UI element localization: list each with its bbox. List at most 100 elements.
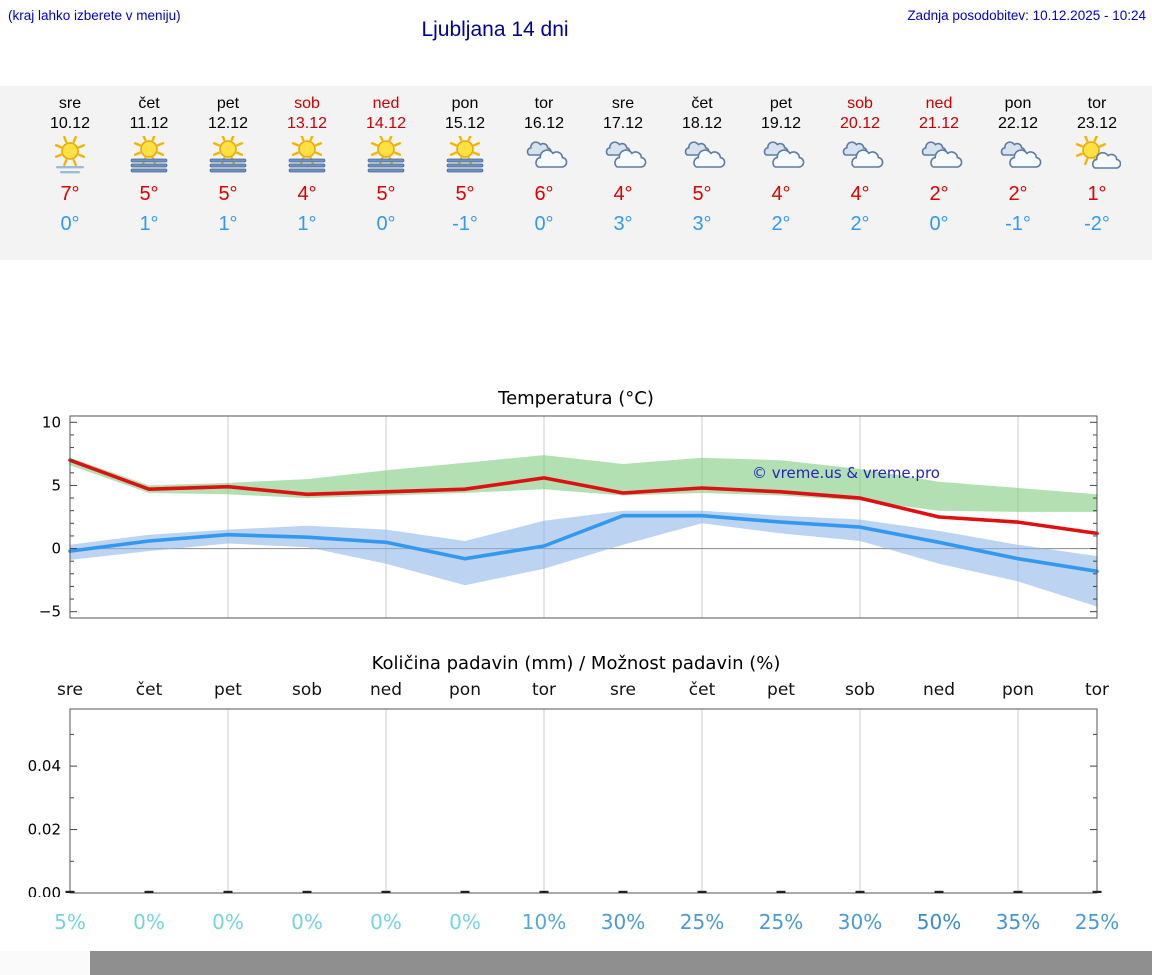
high-temp: 5° (218, 183, 238, 205)
forecast-day-column: čet 11.12 5° 1° (109, 94, 189, 236)
precip-day-label: ned (922, 680, 956, 700)
forecast-day-column: tor 23.12 1° -2° (1057, 94, 1137, 236)
day-date: 12.12 (207, 115, 249, 132)
precip-bar (618, 890, 628, 893)
day-date: 10.12 (49, 115, 91, 132)
low-temp: 0° (534, 213, 554, 235)
forecast-day-column: ned 14.12 5° 0° (346, 94, 426, 236)
low-temp: -2° (1084, 213, 1110, 235)
precip-bar (1013, 890, 1023, 893)
day-name: tor (1087, 95, 1107, 112)
fog-sun-icon (188, 133, 268, 180)
low-temp: 1° (139, 213, 159, 235)
high-temp: 1° (1087, 183, 1107, 205)
precip-bar (381, 890, 391, 893)
scrollbar-thumb[interactable] (90, 951, 1152, 975)
day-name: pet (769, 95, 793, 112)
precip-day-label: sob (844, 680, 876, 700)
day-name: sob (294, 95, 320, 112)
precip-day-label: ned (369, 680, 403, 700)
high-temp: 4° (297, 183, 317, 205)
max-range-band (70, 455, 1097, 512)
min-temp-line (68, 513, 1099, 574)
day-date: 14.12 (365, 115, 407, 132)
precip-probability: 25% (758, 910, 804, 934)
day-name: sob (847, 95, 873, 112)
low-temp: 0° (376, 213, 396, 235)
precip-day-label: čet (688, 680, 716, 700)
cloudy-icon (583, 136, 663, 180)
precip-probability: 0% (449, 910, 481, 934)
svg-text:0: 0 (51, 540, 61, 558)
precip-day-row: sre čet pet sob ned pon tor sre čet pet sob ned pon t… (0, 677, 1152, 705)
precip-day-label: tor (1084, 680, 1110, 700)
cloudy-icon (741, 136, 821, 180)
sun-haze-icon (30, 135, 110, 180)
precip-bar (934, 890, 944, 893)
day-name: pet (216, 95, 240, 112)
svg-text:−5: −5 (39, 603, 61, 621)
precip-bar (539, 890, 549, 893)
precip-day-label: čet (135, 680, 163, 700)
day-name: čet (691, 95, 713, 112)
precip-day-label: tor (531, 680, 557, 700)
fog-sun-icon (267, 133, 347, 180)
high-temp: 7° (60, 183, 80, 205)
day-name: ned (925, 95, 953, 112)
forecast-day-column: pet 19.12 4° 2° (741, 94, 821, 236)
high-temp: 2° (929, 183, 949, 205)
precip-probability: 0% (212, 910, 244, 934)
precip-day-label: pon (1002, 680, 1034, 700)
forecast-strip: sre 10.12 7° 0° čet 11.12 5° 1° pet 12.12 5° 1° sob 1… (0, 86, 1152, 260)
precip-probability: 10% (521, 910, 567, 934)
forecast-day-column: pon 22.12 2° -1° (978, 94, 1058, 236)
precip-bar (144, 890, 154, 893)
forecast-day-column: ned 21.12 2° 0° (899, 94, 979, 236)
low-temp: 3° (692, 213, 712, 235)
forecast-day-column: čet 18.12 5° 3° (662, 94, 742, 236)
svg-text:0.02: 0.02 (28, 821, 61, 839)
cloudy-icon (504, 136, 584, 180)
low-temp: 2° (850, 213, 870, 235)
fog-sun-icon (346, 133, 426, 180)
precip-probability: 30% (837, 910, 883, 934)
day-date: 11.12 (129, 115, 169, 132)
last-update: Zadnja posodobitev: 10.12.2025 - 10:24 (907, 8, 1146, 23)
day-date: 13.12 (286, 115, 328, 132)
day-name: pon (451, 95, 479, 112)
day-date: 19.12 (760, 115, 802, 132)
svg-text:0.00: 0.00 (28, 884, 61, 897)
cloudy-icon (662, 136, 742, 180)
low-temp: -1° (1005, 213, 1031, 235)
menu-note: (kraj lahko izberete v meniju) (8, 8, 181, 23)
max-temp-line (68, 458, 1099, 536)
precip-chart: 0.00 0.02 0.04 (28, 708, 1102, 902)
precip-probability: 50% (916, 910, 962, 934)
temperature-chart: 10 5 0 −5 © vreme.us & vreme.pro (39, 413, 1099, 621)
day-name: pon (1004, 95, 1032, 112)
low-temp: 1° (297, 213, 317, 235)
fog-sun-icon (109, 133, 189, 180)
high-temp: 4° (613, 183, 633, 205)
precip-bar (776, 890, 786, 893)
precip-day-label: sre (610, 680, 636, 700)
high-temp: 5° (692, 183, 712, 205)
low-temp: 0° (929, 213, 949, 235)
high-temp: 5° (376, 183, 396, 205)
high-temp: 6° (534, 183, 554, 205)
precip-probability: 25% (1074, 910, 1120, 934)
precip-chart-block: Količina padavin (mm) / Možnost padavin … (0, 651, 1152, 940)
temperature-chart-block: Temperatura (°C) 10 5 0 −5 © vreme.us & vrem… (0, 386, 1152, 629)
high-temp: 2° (1008, 183, 1028, 205)
day-date: 22.12 (997, 115, 1039, 132)
precip-chart-title: Količina padavin (mm) / Možnost padavin … (371, 653, 781, 674)
forecast-day-column: sob 20.12 4° 2° (820, 94, 900, 236)
precip-day-label: pet (214, 680, 242, 700)
forecast-day-column: pon 15.12 5° -1° (425, 94, 505, 236)
precip-bar (1092, 890, 1102, 893)
precip-probability: 30% (600, 910, 646, 934)
precip-bar (855, 890, 865, 893)
day-date: 17.12 (602, 115, 644, 132)
high-temp: 5° (139, 183, 159, 205)
svg-text:5: 5 (51, 476, 61, 494)
